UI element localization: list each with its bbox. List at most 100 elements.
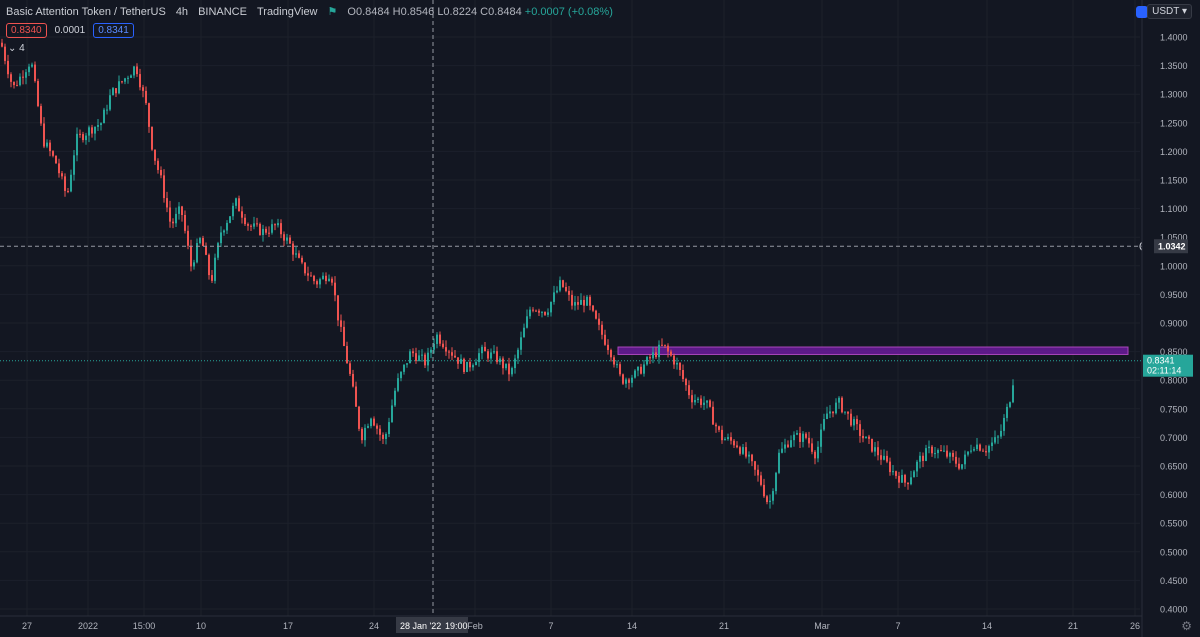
y-tick-label: 0.4500: [1160, 576, 1188, 586]
chart-header: Basic Attention Token / TetherUS 4h BINA…: [6, 5, 613, 19]
buy-button[interactable]: 0.8341: [93, 23, 134, 38]
candle-body: [946, 450, 948, 457]
grid-lines: [0, 0, 1140, 616]
x-tick-label: 7: [548, 621, 553, 631]
candle-body: [76, 133, 78, 156]
candle-body: [106, 109, 108, 111]
candle-body: [154, 149, 156, 161]
candle-body: [715, 424, 717, 427]
candle-body: [553, 292, 555, 302]
candle-body: [454, 355, 456, 358]
open-value: O0.8484: [347, 5, 390, 18]
y-tick-label: 0.8500: [1160, 347, 1188, 357]
interval-label[interactable]: 4h: [175, 5, 189, 18]
candle-body: [931, 446, 933, 454]
candle-body: [367, 426, 369, 428]
candle-body: [487, 351, 489, 359]
candle-body: [484, 346, 486, 352]
candle-body: [757, 469, 759, 476]
candle-body: [295, 253, 297, 255]
candle-body: [259, 223, 261, 235]
candle-body: [112, 88, 114, 96]
last-price-label: 0.8341: [1147, 356, 1175, 366]
candle-body: [895, 471, 897, 476]
candle-body: [778, 452, 780, 473]
candle-body: [322, 275, 324, 280]
crosshair-time-label: 28 Jan '22: [400, 621, 441, 631]
x-tick-label: 17: [283, 621, 293, 631]
candle-body: [610, 350, 612, 358]
sync-icon[interactable]: [1136, 6, 1148, 18]
currency-selector[interactable]: USDT ▾: [1147, 4, 1192, 19]
countdown-label: 02:11:14: [1147, 366, 1181, 376]
candle-body: [31, 64, 33, 67]
y-tick-label: 1.2500: [1160, 118, 1188, 128]
y-tick-label: 0.5500: [1160, 519, 1188, 529]
sell-button[interactable]: 0.8340: [6, 23, 47, 38]
candle-body: [997, 436, 999, 438]
candle-body: [679, 362, 681, 371]
flag-icon[interactable]: ⚑: [327, 6, 338, 18]
high-value: H0.8546: [392, 5, 435, 18]
candle-body: [697, 398, 699, 400]
candle-body: [745, 447, 747, 457]
candle-body: [25, 72, 27, 78]
candle-body: [856, 419, 858, 425]
candle-body: [682, 370, 684, 379]
candle-body: [595, 310, 597, 319]
candle-body: [886, 455, 888, 462]
candle-body: [397, 378, 399, 391]
y-tick-label: 1.1500: [1160, 176, 1188, 186]
x-tick-label: 21: [1068, 621, 1078, 631]
candle-body: [592, 305, 594, 311]
candle-body: [829, 411, 831, 414]
candle-body: [19, 76, 21, 86]
candle-body: [202, 238, 204, 247]
candle-body: [274, 224, 276, 226]
x-tick-label: 24: [369, 621, 379, 631]
symbol-title[interactable]: Basic Attention Token / TetherUS: [6, 5, 166, 18]
candle-body: [382, 434, 384, 439]
candle-body: [130, 75, 132, 78]
candle-body: [832, 411, 834, 414]
candle-body: [541, 311, 543, 313]
candle-body: [394, 390, 396, 406]
candle-body: [532, 309, 534, 311]
candle-body: [376, 425, 378, 429]
candle-body: [55, 155, 57, 164]
candle-body: [127, 77, 129, 79]
candle-body: [985, 451, 987, 453]
candle-body: [232, 205, 234, 217]
candle-body: [346, 346, 348, 364]
candle-body: [751, 454, 753, 462]
candle-body: [655, 352, 657, 358]
candle-body: [343, 326, 345, 347]
candle-body: [562, 280, 564, 287]
gear-icon[interactable]: ⚙: [1181, 619, 1192, 633]
candle-body: [862, 435, 864, 439]
candle-body: [652, 352, 654, 359]
candle-body: [292, 243, 294, 255]
candle-body: [22, 76, 24, 78]
candle-body: [199, 238, 201, 244]
candle-body: [919, 455, 921, 462]
candle-body: [166, 198, 168, 208]
candle-body: [934, 453, 936, 455]
candle-body: [820, 429, 822, 447]
indicator-toggle[interactable]: ⌄ 4: [8, 43, 25, 54]
y-tick-label: 1.0500: [1160, 233, 1188, 243]
candle-body: [517, 349, 519, 359]
y-tick-label: 1.2000: [1160, 147, 1188, 157]
candle-body: [730, 437, 732, 441]
candle-body: [685, 378, 687, 386]
candle-body: [826, 413, 828, 420]
candle-body: [469, 361, 471, 368]
y-tick-label: 0.7500: [1160, 404, 1188, 414]
candle-body: [928, 446, 930, 449]
candle-body: [784, 444, 786, 449]
candle-body: [349, 363, 351, 374]
y-tick-label: 1.3000: [1160, 90, 1188, 100]
candle-body: [640, 366, 642, 374]
candle-body: [988, 446, 990, 453]
